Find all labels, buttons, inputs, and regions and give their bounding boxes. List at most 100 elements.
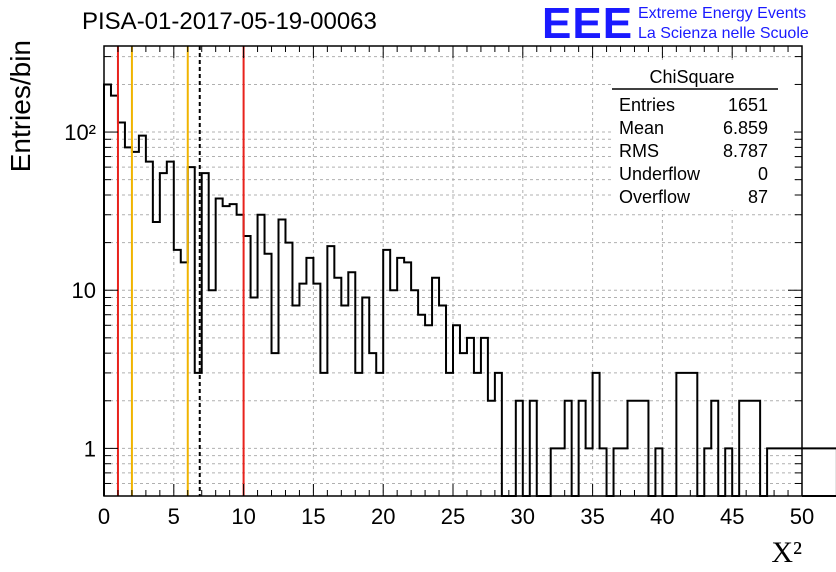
- histogram-bin: [621, 448, 628, 496]
- histogram-bin: [299, 284, 306, 496]
- histogram-bin: [634, 401, 641, 496]
- histogram-bin: [614, 448, 621, 496]
- stats-value: 6.859: [723, 118, 768, 138]
- histogram-bin: [460, 353, 467, 496]
- x-tick-label: 40: [650, 504, 674, 529]
- eee-logo-line1: Extreme Energy Events: [638, 5, 807, 22]
- histogram-bin: [586, 448, 593, 496]
- histogram-bin: [565, 401, 572, 496]
- stats-value: 87: [748, 187, 768, 207]
- y-tick-label: 10²: [64, 120, 96, 145]
- histogram-bin: [474, 373, 481, 496]
- stats-label: RMS: [619, 141, 659, 161]
- histogram-bin: [132, 152, 139, 496]
- histogram-bin: [279, 219, 286, 496]
- x-tick-label: 0: [98, 504, 110, 529]
- histogram-bin: [579, 401, 586, 496]
- x-tick-label: 50: [790, 504, 814, 529]
- histogram-bin: [725, 448, 732, 496]
- histogram-bin: [230, 204, 237, 496]
- histogram-bin: [174, 250, 181, 496]
- x-tick-label: 35: [580, 504, 604, 529]
- histogram-bin: [376, 373, 383, 496]
- histogram-bin: [418, 315, 425, 496]
- histogram-bin: [209, 290, 216, 496]
- histogram-bin: [425, 325, 432, 496]
- histogram-bin: [237, 215, 244, 496]
- histogram-bin: [788, 448, 795, 496]
- histogram-bin: [481, 338, 488, 496]
- histogram-bin: [558, 448, 565, 496]
- histogram-bin: [111, 96, 118, 496]
- histogram-bin: [188, 167, 195, 496]
- histogram-bin: [676, 373, 683, 496]
- stats-label: Underflow: [619, 164, 701, 184]
- stats-value: 1651: [728, 95, 768, 115]
- histogram-bin: [272, 353, 279, 496]
- histogram-bin: [753, 401, 760, 496]
- histogram-bin: [292, 306, 299, 496]
- histogram-outline: [103, 83, 836, 497]
- histogram-bin: [809, 448, 816, 496]
- x-tick-label: 25: [441, 504, 465, 529]
- stats-label: Entries: [619, 95, 675, 115]
- histogram-bin: [530, 401, 537, 496]
- eee-logo: EEE Extreme Energy Events La Scienza nel…: [542, 2, 822, 46]
- histogram-bin: [320, 373, 327, 496]
- histogram-bin: [251, 297, 258, 496]
- histogram-bin: [704, 448, 711, 496]
- histogram-bin: [223, 206, 230, 496]
- chart-title: PISA-01-2017-05-19-00063: [82, 8, 377, 35]
- stats-box: ChiSquare Entries 1651 Mean 6.859 RMS 8.787 Und…: [612, 60, 794, 210]
- x-tick-label: 20: [371, 504, 395, 529]
- histogram-bin: [125, 147, 132, 496]
- x-tick-label: 30: [511, 504, 535, 529]
- histogram-bin: [383, 250, 390, 496]
- histogram-bin: [411, 290, 418, 496]
- histogram-bin: [516, 401, 523, 496]
- histogram-bin: [139, 136, 146, 496]
- histogram-bin: [181, 262, 188, 496]
- axis-ticks: 0 5 10 15 20 25 30 35 40 45 50 1 10 10²: [64, 46, 814, 529]
- histogram-bin: [397, 258, 404, 496]
- histogram-bin: [711, 401, 718, 496]
- y-axis-label: Entries/bin: [5, 40, 36, 172]
- histogram-series: [103, 83, 836, 497]
- histogram-bin: [823, 448, 830, 496]
- histogram-bin: [202, 173, 209, 496]
- histogram-bin: [216, 199, 223, 496]
- histogram-bin: [404, 262, 411, 496]
- histogram-bin: [655, 448, 662, 496]
- histogram-bin: [683, 373, 690, 496]
- stats-value: 0: [758, 164, 768, 184]
- histogram-bin: [802, 448, 809, 496]
- histogram-bin: [285, 243, 292, 496]
- y-tick-label: 1: [84, 436, 96, 461]
- histogram-bin: [746, 401, 753, 496]
- x-tick-label: 10: [231, 504, 255, 529]
- histogram-bin: [244, 236, 251, 496]
- eee-logo-mark: EEE: [542, 0, 634, 48]
- x-tick-label: 5: [168, 504, 180, 529]
- histogram-bin: [774, 448, 781, 496]
- histogram-bin: [327, 246, 334, 496]
- histogram-bin: [551, 448, 558, 496]
- histogram-bin: [439, 306, 446, 496]
- histogram-bin: [258, 215, 265, 496]
- x-tick-label: 15: [301, 504, 325, 529]
- stats-label: Mean: [619, 118, 664, 138]
- stats-box-title: ChiSquare: [649, 67, 734, 87]
- histogram-bin: [265, 254, 272, 496]
- histogram-bin: [369, 353, 376, 496]
- histogram-bin: [160, 173, 167, 496]
- x-axis-label: X²: [771, 536, 802, 569]
- histogram-bin: [390, 290, 397, 496]
- histogram-bin: [830, 448, 836, 496]
- histogram-bin: [739, 401, 746, 496]
- histogram-bin: [593, 373, 600, 496]
- histogram-bin: [816, 448, 823, 496]
- x-tick-label: 45: [720, 504, 744, 529]
- eee-logo-line2: La Scienza nelle Scuole: [638, 25, 809, 42]
- stats-box-bg: [612, 60, 794, 210]
- stats-label: Overflow: [619, 187, 691, 207]
